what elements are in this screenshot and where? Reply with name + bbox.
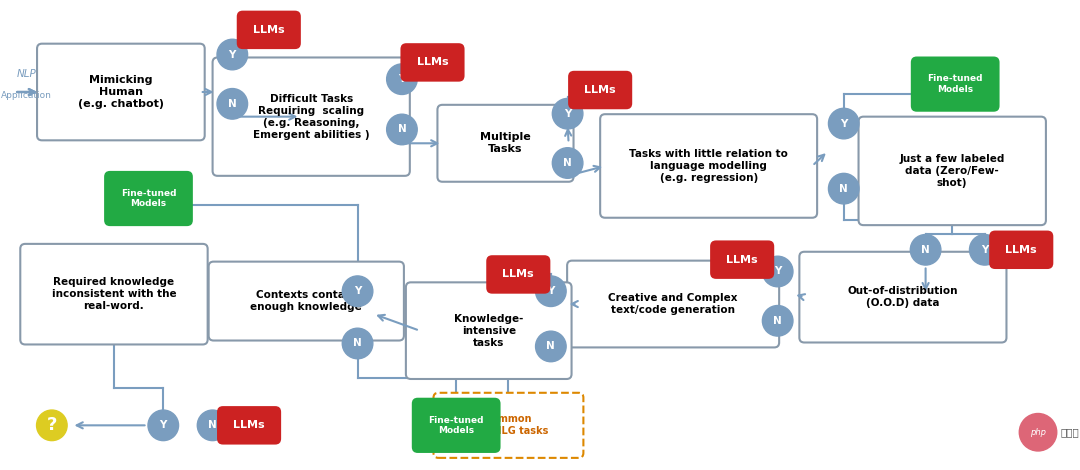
Circle shape	[148, 410, 178, 440]
Text: LLMs: LLMs	[233, 420, 265, 431]
Circle shape	[910, 235, 941, 265]
FancyBboxPatch shape	[37, 44, 205, 141]
Circle shape	[217, 39, 247, 70]
Text: Knowledge-
intensive
tasks: Knowledge- intensive tasks	[454, 313, 524, 348]
Text: Fine-tuned
Models: Fine-tuned Models	[121, 189, 176, 208]
Circle shape	[828, 108, 859, 139]
Text: N: N	[564, 158, 572, 168]
Text: Contexts contain
enough knowledge: Contexts contain enough knowledge	[251, 290, 362, 312]
Circle shape	[342, 276, 373, 306]
FancyBboxPatch shape	[567, 261, 779, 347]
Text: Tasks with little relation to
language modelling
(e.g. regression): Tasks with little relation to language m…	[630, 149, 788, 183]
Circle shape	[552, 148, 583, 178]
Circle shape	[828, 173, 859, 204]
FancyBboxPatch shape	[217, 406, 281, 445]
Text: Y: Y	[981, 245, 988, 255]
Text: N: N	[773, 316, 782, 326]
FancyBboxPatch shape	[401, 43, 464, 82]
Text: Just a few labeled
data (Zero/Few-
shot): Just a few labeled data (Zero/Few- shot)	[900, 154, 1004, 188]
FancyBboxPatch shape	[859, 117, 1045, 225]
Circle shape	[536, 276, 566, 306]
Text: Fine-tuned
Models: Fine-tuned Models	[928, 74, 983, 94]
Text: Required knowledge
inconsistent with the
real-word.: Required knowledge inconsistent with the…	[52, 277, 176, 311]
Text: Creative and Complex
text/code generation: Creative and Complex text/code generatio…	[608, 293, 738, 315]
FancyBboxPatch shape	[237, 11, 301, 49]
FancyBboxPatch shape	[568, 71, 632, 109]
FancyBboxPatch shape	[433, 393, 583, 458]
FancyBboxPatch shape	[799, 252, 1007, 343]
FancyBboxPatch shape	[600, 114, 818, 218]
Circle shape	[552, 98, 583, 129]
FancyBboxPatch shape	[486, 255, 551, 294]
Text: Y: Y	[399, 74, 406, 84]
Text: N: N	[208, 420, 217, 431]
FancyBboxPatch shape	[910, 56, 1000, 112]
Circle shape	[387, 64, 417, 94]
Circle shape	[387, 114, 417, 145]
Text: LLMs: LLMs	[502, 269, 535, 280]
Circle shape	[762, 256, 793, 287]
Text: Application: Application	[1, 91, 52, 100]
Circle shape	[217, 88, 247, 119]
Text: Y: Y	[160, 420, 167, 431]
Text: N: N	[839, 184, 848, 194]
Text: LLMs: LLMs	[253, 25, 285, 35]
Circle shape	[342, 328, 373, 359]
Text: Y: Y	[548, 286, 554, 296]
Text: N: N	[546, 341, 555, 352]
Circle shape	[1020, 414, 1056, 451]
FancyBboxPatch shape	[208, 262, 404, 341]
Text: php: php	[1030, 428, 1047, 437]
Text: Mimicking
Human
(e.g. chatbot): Mimicking Human (e.g. chatbot)	[78, 75, 164, 109]
Text: Out-of-distribution
(O.O.D) data: Out-of-distribution (O.O.D) data	[848, 286, 958, 308]
Text: Y: Y	[840, 118, 848, 129]
FancyBboxPatch shape	[213, 57, 409, 176]
FancyBboxPatch shape	[104, 171, 193, 226]
Circle shape	[198, 410, 228, 440]
Circle shape	[37, 410, 67, 440]
Text: N: N	[353, 338, 362, 348]
Text: LLMs: LLMs	[417, 57, 448, 67]
Text: N: N	[397, 125, 406, 134]
Text: Difficult Tasks
Requiring  scaling
(e.g. Reasoning,
Emergent abilities ): Difficult Tasks Requiring scaling (e.g. …	[253, 94, 369, 140]
Circle shape	[762, 306, 793, 336]
Text: LLMs: LLMs	[1005, 245, 1037, 255]
Circle shape	[536, 331, 566, 362]
Text: Multiple
Tasks: Multiple Tasks	[481, 132, 531, 154]
Text: LLMs: LLMs	[727, 255, 758, 265]
Circle shape	[970, 235, 1000, 265]
FancyBboxPatch shape	[989, 231, 1053, 269]
Text: N: N	[228, 99, 237, 109]
Text: NLP: NLP	[16, 69, 36, 79]
Text: Y: Y	[354, 286, 361, 296]
Text: 中文网: 中文网	[1061, 427, 1079, 437]
FancyBboxPatch shape	[711, 241, 774, 279]
Text: N: N	[921, 245, 930, 255]
Text: ?: ?	[46, 416, 57, 434]
FancyBboxPatch shape	[406, 282, 571, 379]
FancyBboxPatch shape	[437, 105, 573, 182]
Text: Y: Y	[774, 266, 781, 276]
Text: Fine-tuned
Models: Fine-tuned Models	[429, 415, 484, 435]
Text: Y: Y	[564, 109, 571, 119]
FancyBboxPatch shape	[21, 244, 207, 345]
Text: Common
NLU/NLG tasks: Common NLU/NLG tasks	[469, 415, 549, 436]
Text: LLMs: LLMs	[584, 85, 616, 95]
Text: Y: Y	[229, 49, 237, 60]
FancyBboxPatch shape	[411, 398, 500, 453]
